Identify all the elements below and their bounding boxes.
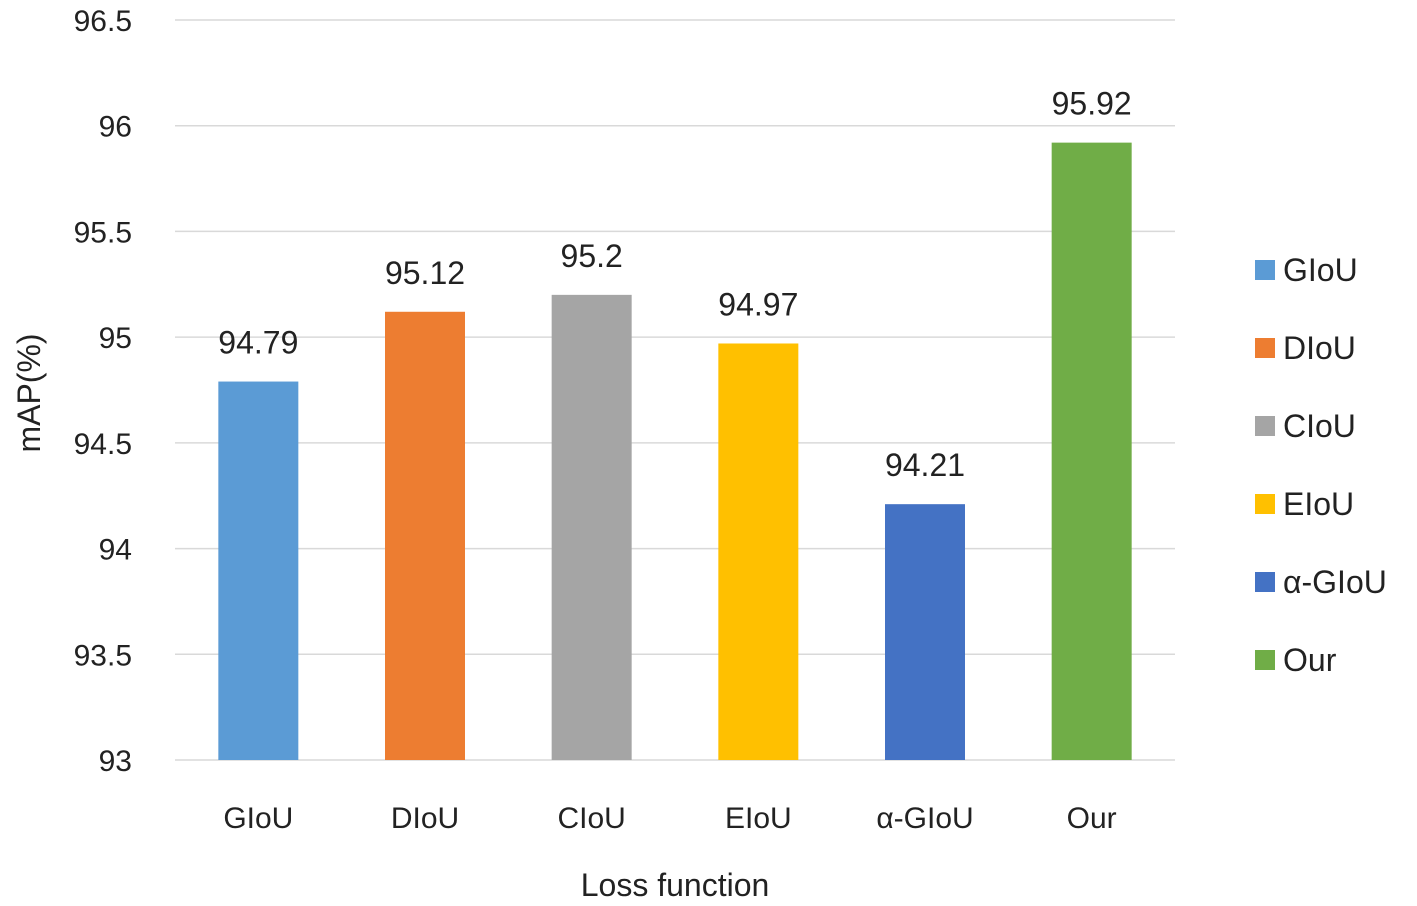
y-axis-ticks: 93 93.5 94 94.5 95 95.5 96 96.5 bbox=[74, 5, 132, 778]
legend-swatch bbox=[1255, 416, 1275, 436]
y-tick-label: 95 bbox=[99, 322, 132, 355]
legend-swatch bbox=[1255, 494, 1275, 514]
legend-label: α-GIoU bbox=[1283, 564, 1387, 600]
legend-swatch bbox=[1255, 338, 1275, 358]
bar bbox=[385, 311, 465, 760]
legend-swatch bbox=[1255, 650, 1275, 670]
legend-label: GIoU bbox=[1283, 252, 1358, 288]
x-tick-label: GIoU bbox=[223, 802, 293, 835]
bar bbox=[1051, 142, 1132, 761]
bar bbox=[551, 294, 632, 760]
data-label: 94.97 bbox=[718, 286, 798, 322]
legend-label: EIoU bbox=[1283, 486, 1354, 522]
legend: GIoU DIoU CIoU EIoU α-GIoU Our bbox=[1255, 252, 1387, 678]
data-labels: 94.79 95.12 95.2 94.97 94.21 95.92 bbox=[218, 86, 1131, 484]
x-tick-label: DIoU bbox=[391, 802, 459, 835]
x-tick-label: α-GIoU bbox=[876, 802, 973, 835]
x-tick-label: Our bbox=[1067, 802, 1117, 835]
legend-label: Our bbox=[1283, 642, 1337, 678]
legend-label: DIoU bbox=[1283, 330, 1356, 366]
y-tick-label: 95.5 bbox=[74, 216, 132, 249]
x-tick-label: CIoU bbox=[557, 802, 625, 835]
y-axis-title: mAP(%) bbox=[11, 333, 47, 452]
data-label: 95.92 bbox=[1052, 86, 1132, 122]
data-label: 94.21 bbox=[885, 447, 965, 483]
y-tick-label: 94 bbox=[99, 534, 132, 567]
bar bbox=[218, 381, 299, 760]
gridlines bbox=[175, 19, 1175, 761]
bars bbox=[218, 142, 1132, 761]
y-tick-label: 93.5 bbox=[74, 639, 132, 672]
x-tick-label: EIoU bbox=[725, 802, 792, 835]
legend-swatch bbox=[1255, 260, 1275, 280]
y-tick-label: 96 bbox=[99, 111, 132, 144]
legend-label: CIoU bbox=[1283, 408, 1356, 444]
data-label: 94.79 bbox=[218, 325, 298, 361]
x-axis-title: Loss function bbox=[581, 867, 770, 901]
data-label: 95.2 bbox=[561, 238, 623, 274]
bar bbox=[718, 343, 799, 760]
y-tick-label: 94.5 bbox=[74, 428, 132, 461]
data-label: 95.12 bbox=[385, 255, 465, 291]
y-tick-label: 96.5 bbox=[74, 5, 132, 38]
x-axis-ticks: GIoU DIoU CIoU EIoU α-GIoU Our bbox=[223, 802, 1116, 835]
y-tick-label: 93 bbox=[99, 745, 132, 778]
legend-swatch bbox=[1255, 572, 1275, 592]
bar bbox=[885, 504, 965, 760]
